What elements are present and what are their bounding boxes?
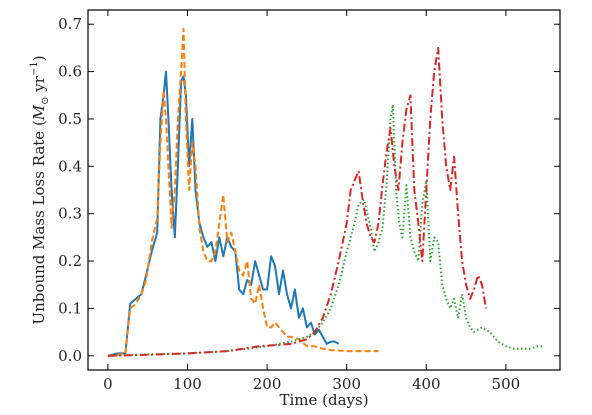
x-tick-label: 200	[253, 375, 282, 393]
y-axis-label-close: )	[30, 55, 48, 61]
y-axis-label-text: Unbound Mass Loss Rate (	[30, 120, 48, 324]
x-tick-label: 100	[173, 375, 202, 393]
y-axis-label: Unbound Mass Loss Rate (M⊙ yr−1)	[29, 55, 51, 324]
plot-frame	[87, 9, 561, 371]
y-axis-label-unit: yr	[30, 75, 48, 96]
axis-tick-labels: 0 100 200 300 400 500 0.0 0.1 0.2 0.3 0.4 0.5 0.6 0.7	[58, 15, 520, 393]
x-tick-label: 0	[103, 375, 113, 393]
y-tick-label: 0.6	[58, 63, 82, 81]
y-tick-label: 0.3	[58, 205, 82, 223]
y-tick-label: 0.7	[58, 15, 82, 33]
y-axis-label-symbol: M	[30, 104, 48, 121]
x-axis-label: Time (days)	[279, 391, 368, 409]
y-tick-label: 0.2	[58, 252, 82, 270]
x-tick-label: 400	[412, 375, 441, 393]
series-line-2	[107, 27, 379, 357]
y-axis-label-subscript: ⊙	[40, 96, 51, 104]
y-tick-label: 0.5	[58, 110, 82, 128]
axis-ticks	[88, 10, 560, 370]
series-line-1	[107, 70, 340, 357]
y-tick-label: 0.0	[58, 347, 82, 365]
x-tick-label: 500	[492, 375, 521, 393]
x-tick-label: 300	[332, 375, 361, 393]
y-tick-label: 0.1	[58, 299, 82, 317]
plot-lines	[107, 27, 545, 357]
series-line-4	[107, 46, 487, 357]
y-axis-label-exponent: −1	[29, 61, 40, 76]
series-line-3	[107, 103, 545, 357]
y-tick-label: 0.4	[58, 157, 82, 175]
